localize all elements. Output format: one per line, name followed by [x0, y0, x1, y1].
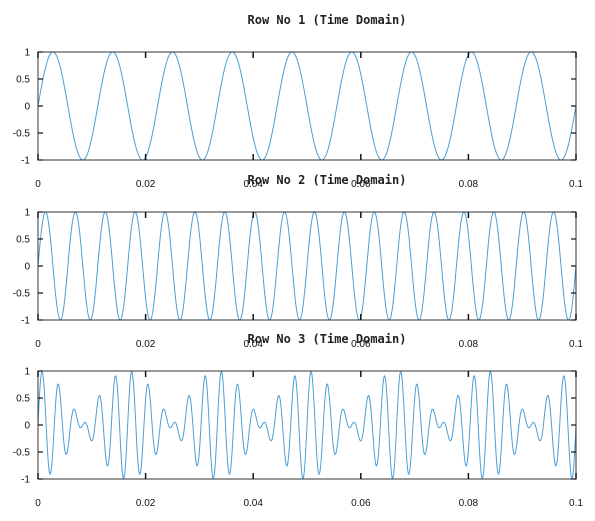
- y-tick-label: 0: [24, 102, 30, 113]
- x-tick-label: 0.1: [569, 339, 583, 350]
- series-line: [37, 211, 577, 321]
- x-tick-label: 0.02: [136, 498, 156, 509]
- y-tick-label: 1: [24, 367, 30, 378]
- subplot-2: Row No 2 (Time Domain) 0 0.02 0.04 0.06 0.08 0…: [13, 173, 584, 350]
- y-tick-label: -1: [21, 156, 30, 167]
- x-tick-label: 0.04: [243, 498, 263, 509]
- subplot-title: Row No 2 (Time Domain): [248, 173, 407, 187]
- subplot-title: Row No 1 (Time Domain): [248, 13, 407, 27]
- x-tick-label: 0.06: [351, 179, 371, 190]
- x-tick-label: 0.06: [351, 498, 371, 509]
- x-tick-label: 0.1: [569, 498, 583, 509]
- subplot-title: Row No 3 (Time Domain): [248, 332, 407, 346]
- subplot-1: Row No 1 (Time Domain) 0 0.02 0.04 0.06 0.08 0…: [13, 13, 584, 190]
- y-tick-label: 0.5: [16, 394, 30, 405]
- x-tick-label: 0: [35, 498, 41, 509]
- y-tick-label: 1: [24, 48, 30, 59]
- y-tick-label: 0.5: [16, 235, 30, 246]
- x-tick-label: 0.06: [351, 339, 371, 350]
- x-tick-label: 0.08: [459, 498, 479, 509]
- x-tick-label: 0.02: [136, 179, 156, 190]
- x-tick-label: 0.04: [243, 339, 263, 350]
- x-tick-label: 0.1: [569, 179, 583, 190]
- x-tick-label: 0.08: [459, 179, 479, 190]
- x-tick-label: 0.08: [459, 339, 479, 350]
- x-tick-label: 0.02: [136, 339, 156, 350]
- series-line: [37, 51, 577, 161]
- y-tick-label: 0.5: [16, 75, 30, 86]
- y-tick-label: 0: [24, 421, 30, 432]
- subplot-3: Row No 3 (Time Domain) 0 0.02 0.04 0.06 0.08 0…: [13, 332, 584, 509]
- y-tick-label: -0.5: [13, 289, 31, 300]
- x-tick-label: 0.04: [243, 179, 263, 190]
- y-tick-label: -1: [21, 316, 30, 327]
- x-tick-label: 0: [35, 179, 41, 190]
- series-line: [37, 370, 577, 480]
- y-tick-label: -0.5: [13, 129, 31, 140]
- y-tick-label: 0: [24, 262, 30, 273]
- y-tick-label: 1: [24, 208, 30, 219]
- x-tick-label: 0: [35, 339, 41, 350]
- y-tick-label: -1: [21, 475, 30, 486]
- y-tick-label: -0.5: [13, 448, 31, 459]
